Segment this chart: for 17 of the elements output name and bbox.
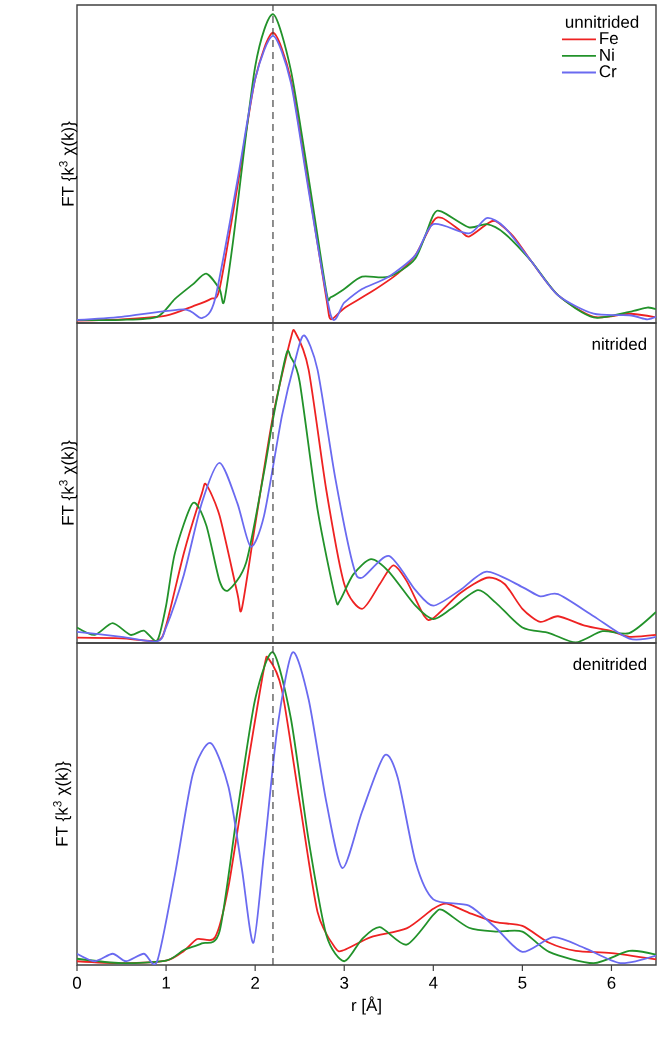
- x-tick-label: 1: [162, 976, 170, 989]
- y-axis-title: FT {k$^{3}$ χ(k)}: [59, 440, 78, 525]
- x-tick-label: 5: [518, 976, 527, 989]
- annotation: nitrided: [592, 337, 647, 351]
- y-axis-title: FT {k$^{3}$ χ(k)}: [59, 121, 78, 206]
- legend-title: unnitrided: [565, 15, 639, 28]
- x-tick-label: 3: [340, 976, 349, 989]
- x-tick-label: 4: [428, 976, 438, 989]
- legend-label: Cr: [599, 65, 617, 78]
- x-axis-title: r [Å]: [352, 996, 381, 1015]
- x-tick-label: 2: [251, 976, 260, 989]
- y-axis-title: FT {k$^{3}$ χ(k)}: [53, 761, 72, 846]
- x-tick-label: 0: [72, 976, 82, 989]
- x-tick-label: 6: [607, 976, 616, 989]
- legend-label: Fe: [600, 32, 618, 45]
- annotation: denitrided: [573, 657, 647, 671]
- legend-label: Ni: [600, 48, 614, 61]
